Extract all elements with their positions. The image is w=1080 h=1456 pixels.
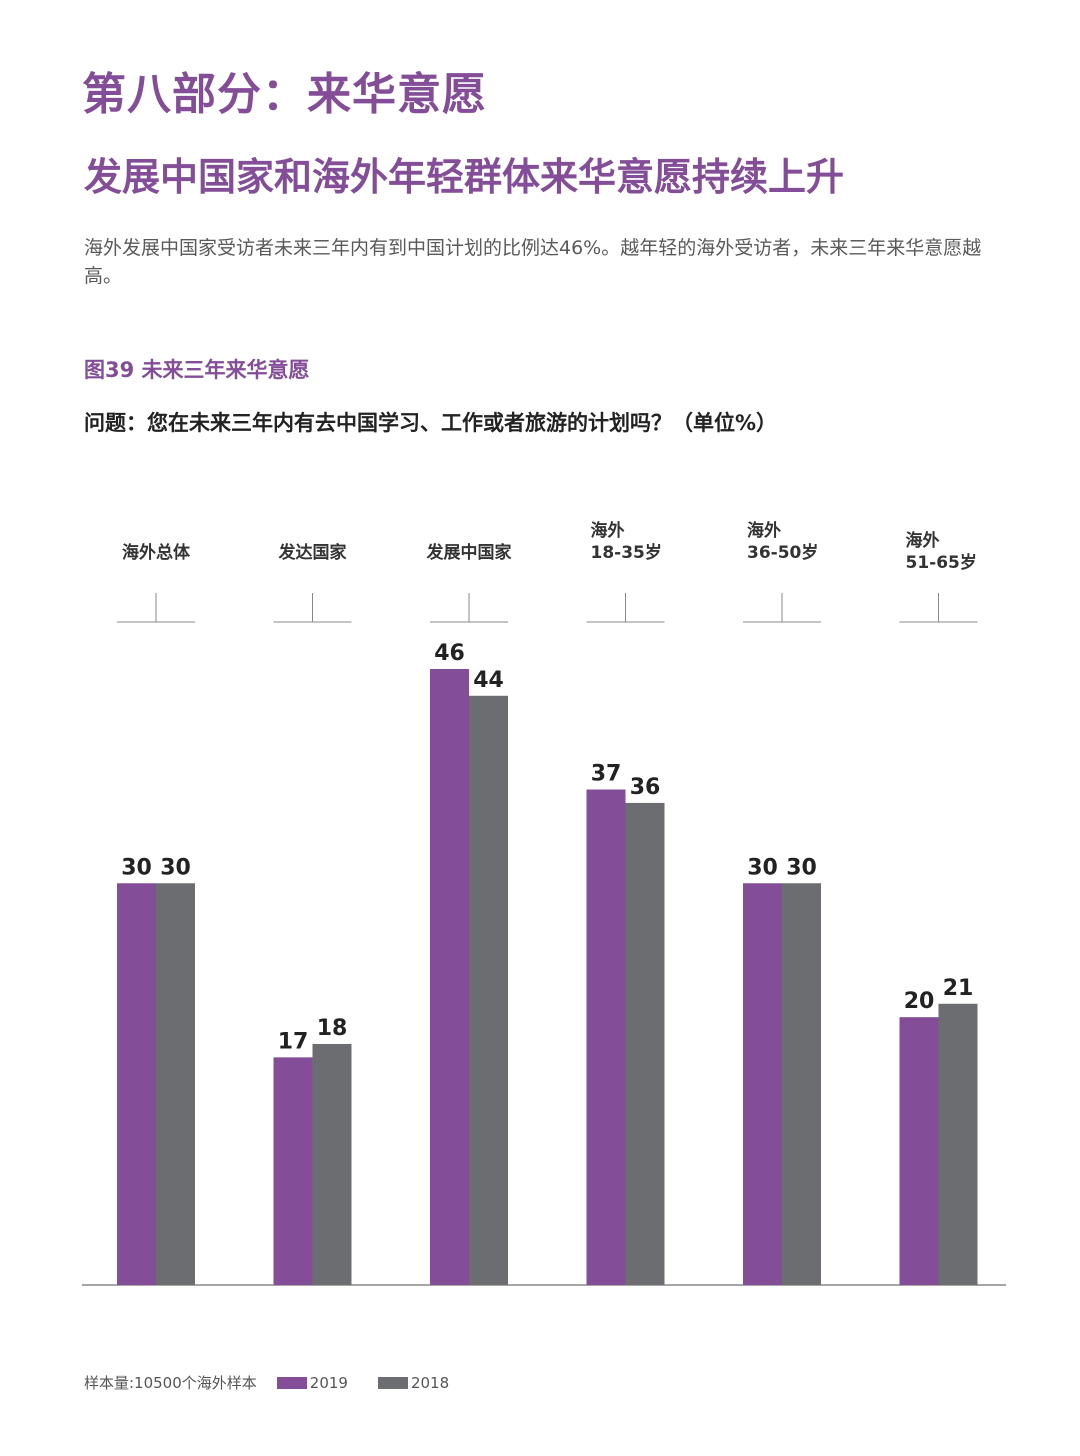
legend-swatch-2019	[276, 1376, 307, 1389]
category-label-0-line-0: 海外总体	[122, 542, 191, 563]
bar-2019-5	[899, 1017, 939, 1285]
legend-item-2018: 2018	[377, 1373, 450, 1392]
survey-question: 问题：您在未来三年内有去中国学习、工作或者旅游的计划吗？（单位%）	[84, 411, 778, 435]
bar-2018-1	[312, 1043, 352, 1285]
category-label-3-line-0: 海外	[591, 520, 625, 541]
data-label-2019-2: 46	[434, 641, 465, 666]
category-label-2-line-0: 发展中国家	[426, 542, 512, 563]
data-label-2019-5: 20	[904, 989, 935, 1014]
legend-item-2019: 2019	[276, 1373, 348, 1392]
page-headline: 发展中国家和海外年轻群体来华意愿持续上升	[84, 155, 845, 199]
data-label-2018-0: 30	[160, 855, 191, 880]
section-title: 第八部分：来华意愿	[82, 69, 487, 120]
bar-2019-4	[743, 883, 782, 1285]
data-label-2018-4: 30	[786, 855, 817, 880]
data-label-2019-1: 17	[278, 1029, 309, 1054]
intro-paragraph: 海外发展中国家受访者未来三年内有到中国计划的比例达46%。越年轻的海外受访者，未…	[84, 237, 982, 287]
sample-size-note: 样本量:10500个海外样本	[84, 1374, 257, 1392]
data-label-2019-3: 37	[591, 762, 622, 787]
bar-2019-1	[273, 1057, 313, 1285]
legend-label-2019: 2019	[309, 1373, 348, 1392]
legend-label-2018: 2018	[410, 1373, 450, 1392]
category-label-4-line-0: 海外	[747, 520, 781, 541]
figure-label: 图39 未来三年来华意愿	[84, 358, 310, 382]
data-label-2019-0: 30	[121, 855, 152, 880]
bar-2019-3	[586, 789, 626, 1285]
bar-2018-2	[469, 695, 508, 1285]
category-label-4-line-1: 36-50岁	[747, 542, 818, 563]
chart-footer: 样本量:10500个海外样本 2019 2018	[84, 1372, 449, 1393]
category-label-5-line-1: 51-65岁	[906, 552, 977, 573]
bar-2018-4	[782, 883, 821, 1285]
data-label-2018-2: 44	[473, 668, 504, 693]
data-label-2018-3: 36	[630, 775, 661, 800]
category-label-3-line-1: 18-35岁	[591, 542, 662, 563]
bar-2019-2	[430, 669, 469, 1285]
legend-swatch-2018	[377, 1376, 408, 1389]
data-label-2018-5: 21	[943, 976, 974, 1001]
bar-2018-3	[625, 802, 665, 1285]
bar-2018-5	[938, 1003, 978, 1285]
bar-2018-0	[156, 883, 195, 1285]
data-label-2019-4: 30	[747, 855, 778, 880]
category-label-5-line-0: 海外	[906, 530, 940, 551]
bar-2019-0	[117, 883, 156, 1285]
data-label-2018-1: 18	[317, 1016, 348, 1041]
category-label-1-line-0: 发达国家	[278, 542, 347, 563]
